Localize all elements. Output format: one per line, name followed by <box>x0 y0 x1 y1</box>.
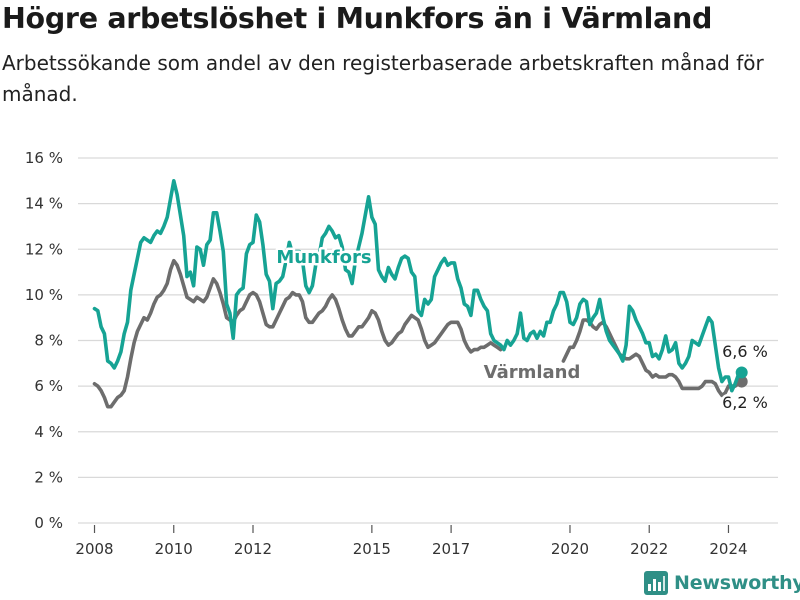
y-tick-label: 16 % <box>25 149 63 167</box>
y-tick-label: 0 % <box>34 514 63 532</box>
endpoint-marker-munkfors <box>735 366 748 379</box>
y-tick-label: 8 % <box>34 332 63 350</box>
y-tick-label: 12 % <box>25 240 63 258</box>
y-tick-label: 10 % <box>25 286 63 304</box>
x-tick-label: 2024 <box>709 540 747 558</box>
end-value-varmland: 6,2 % <box>722 393 768 412</box>
x-tick-label: 2022 <box>630 540 668 558</box>
newsworthy-brand: Newsworthy <box>644 568 800 598</box>
y-tick-label: 14 % <box>25 195 63 213</box>
series-label-varmland-halo: Värmland <box>484 362 581 383</box>
y-tick-label: 4 % <box>34 423 63 441</box>
chart-subtitle: Arbetssökande som andel av den registerb… <box>2 51 764 106</box>
x-axis: 2008 2010 2012 2015 2017 2020 2022 2024 <box>75 525 748 558</box>
series-line-varmland <box>92 258 503 409</box>
x-tick-label: 2008 <box>75 540 113 558</box>
y-tick-label: 2 % <box>34 468 63 486</box>
end-value-munkfors-halo: 6,6 % <box>722 342 768 361</box>
x-tick-label: 2012 <box>234 540 272 558</box>
gridlines: 0 % 2 % 4 % 6 % 8 % 10 % 12 % 14 % 16 % <box>25 149 778 532</box>
x-tick-label: 2020 <box>551 540 589 558</box>
series-line-munkfors <box>92 179 744 393</box>
series-line-varmland <box>561 318 744 398</box>
end-value-munkfors: 6,6 % <box>722 342 768 361</box>
series-label-varmland: Värmland <box>484 362 581 383</box>
series-lines <box>92 179 748 409</box>
x-tick-label: 2017 <box>432 540 470 558</box>
x-tick-label: 2010 <box>155 540 193 558</box>
newsworthy-logo-icon <box>644 571 668 595</box>
x-tick-label: 2015 <box>353 540 391 558</box>
brand-name: Newsworthy <box>674 572 800 594</box>
chart-title: Högre arbetslöshet i Munkfors än i Värml… <box>2 2 713 35</box>
series-label-munkfors: Munkfors <box>276 247 371 268</box>
y-tick-label: 6 % <box>34 377 63 395</box>
end-value-varmland-halo: 6,2 % <box>722 393 768 412</box>
series-label-munkfors-halo: Munkfors <box>276 247 371 268</box>
